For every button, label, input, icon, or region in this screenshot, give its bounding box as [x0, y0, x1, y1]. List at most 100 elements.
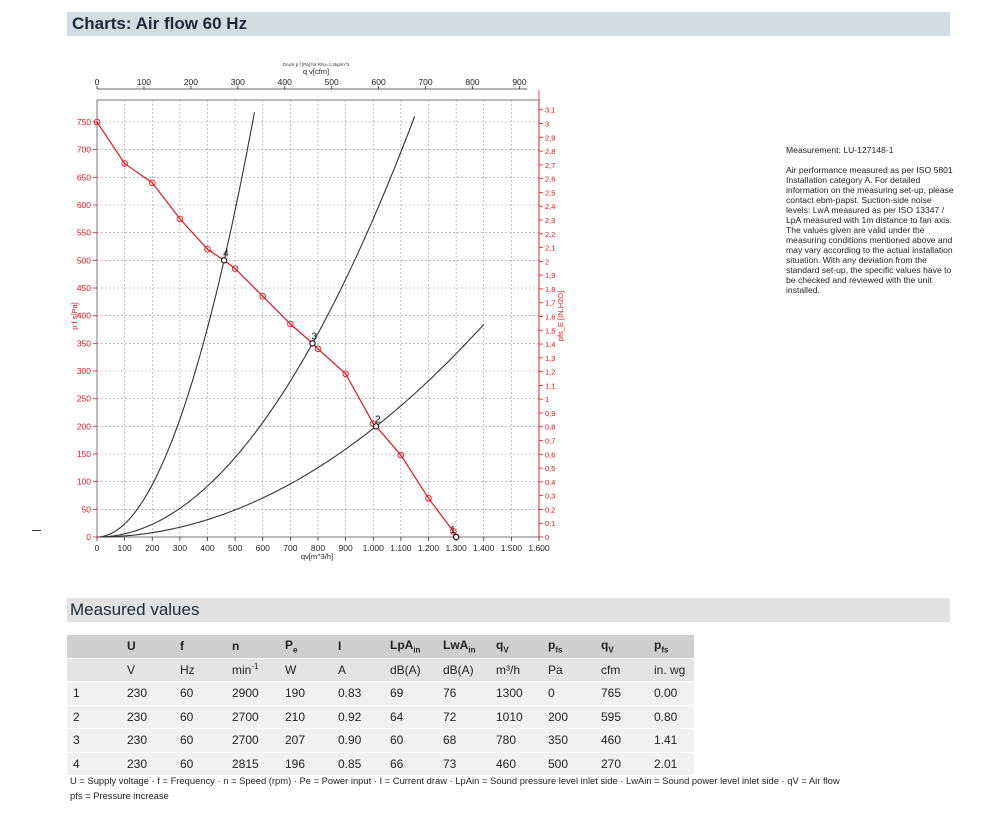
table-cell: 69 — [384, 681, 437, 706]
top-tick-label: 200 — [184, 77, 198, 87]
right-tick-label: 1,8 — [545, 285, 555, 294]
table-cell: m³/h — [490, 658, 542, 682]
table-cell: 595 — [595, 705, 648, 729]
table-cell: 1300 — [490, 681, 542, 706]
table-cell: LwAin — [437, 635, 490, 659]
right-tick-label: 1,5 — [545, 326, 555, 335]
fan-curve-marker — [259, 293, 267, 300]
table-cell: LpAin — [384, 635, 437, 659]
measurement-note: Measurement: LU-127148-1 Air performance… — [786, 145, 954, 295]
x-tick-label: 600 — [256, 543, 270, 553]
table-cell: 2.01 — [648, 752, 694, 776]
fan-curve-marker-dot — [151, 182, 153, 184]
table-cell: V — [121, 658, 174, 682]
fan-curve-marker — [287, 320, 294, 328]
y-tick-label: 750 — [77, 117, 91, 127]
y-tick-label: 500 — [77, 255, 91, 265]
table-cell: in. wg — [648, 658, 694, 682]
measurement-id: Measurement: LU-127148-1 — [786, 145, 894, 155]
measurement-description: Air performance measured as per ISO 5801… — [786, 165, 954, 295]
table-cell: 2700 — [226, 705, 279, 729]
fan-curve-marker-dot — [123, 162, 126, 165]
fan-curve-marker-dot — [179, 218, 181, 220]
right-axis-label: pfs_E [IN.H2O] — [556, 291, 565, 341]
legend-line-1: U = Supply voltage · f = Frequency · n =… — [70, 775, 840, 786]
y-tick-label: 200 — [77, 421, 91, 431]
operating-point-2 — [372, 423, 380, 430]
top-tick-label: 800 — [465, 77, 479, 87]
fan-curve-marker — [204, 246, 211, 253]
table-cell: qV — [490, 635, 542, 659]
table-cell: 0.90 — [332, 728, 384, 753]
x-tick-label: 400 — [200, 543, 214, 553]
table-cell: pfs — [542, 635, 595, 659]
right-tick-label: 2,9 — [545, 133, 555, 142]
table-cell: 73 — [437, 752, 490, 776]
right-tick-label: 2 — [545, 257, 549, 266]
right-tick-label: 1,3 — [545, 354, 555, 363]
charts-section-header: Charts: Air flow 60 Hz — [67, 12, 950, 36]
table-cell: 2 — [67, 705, 121, 729]
y-tick-label: 100 — [77, 477, 91, 487]
table-cell: qV — [595, 635, 648, 659]
table-cell: 765 — [595, 681, 648, 706]
table-cell: 196 — [279, 752, 332, 776]
right-tick-label: 2,7 — [545, 161, 555, 170]
fan-curve-marker — [231, 265, 239, 272]
x-tick-label: 100 — [118, 543, 132, 553]
table-cell: cfm — [595, 658, 648, 682]
table-cell: min-1 — [226, 658, 279, 682]
table-cell: 1 — [67, 681, 121, 706]
fan-curve-marker — [121, 160, 128, 167]
table-cell — [67, 658, 121, 682]
x-tick-label: 0 — [95, 543, 100, 553]
top-tick-label: 700 — [418, 77, 432, 87]
fan-curve-marker-dot — [400, 454, 402, 456]
left-axis-label: p f s[Pa] — [70, 302, 79, 330]
margin-dash — [32, 530, 41, 531]
fan-curve-marker — [93, 118, 101, 126]
fan-curve-marker — [148, 179, 156, 187]
system-curve-3 — [97, 324, 485, 538]
right-tick-label: 0,3 — [545, 492, 555, 501]
fan-curve-marker-dot — [262, 295, 264, 297]
table-cell: W — [279, 658, 332, 682]
air-flow-chart: Druck p f [Pa] für Rho=1,2kg/m^3 q v[cfm… — [70, 62, 565, 561]
operating-point-4 — [220, 257, 228, 264]
right-tick-label: 1,2 — [545, 368, 555, 377]
fan-curve-marker — [314, 345, 322, 353]
right-tick-label: 0,6 — [545, 450, 555, 459]
table-cell: 60 — [174, 752, 226, 776]
operating-point-label: 1 — [450, 525, 456, 536]
y-tick-label: 550 — [77, 228, 91, 238]
y-tick-label: 50 — [82, 504, 92, 514]
right-tick-label: 1,7 — [545, 299, 555, 308]
table-cell: 2700 — [226, 728, 279, 753]
right-tick-label: 3 — [545, 120, 549, 129]
fan-curve-marker-dot — [206, 248, 209, 250]
table-cell: f — [174, 635, 226, 659]
table-row: 1 230 60 2900 190 0.83 69 76 1300 0 765 0.00 — [67, 681, 694, 706]
chart-title: Druck p f [Pa] für Rho=1,2kg/m^3 — [283, 62, 350, 67]
fan-curve-marker-dot — [289, 323, 292, 325]
right-tick-label: 2,2 — [545, 230, 555, 239]
table-legend: U = Supply voltage · f = Frequency · n =… — [70, 773, 970, 803]
right-tick-label: 1,1 — [545, 381, 555, 390]
right-tick-label: 1,6 — [545, 312, 555, 321]
legend-line-2: pfs = Pressure increase — [70, 790, 169, 801]
table-cell: I — [332, 635, 384, 659]
right-tick-label: 1 — [545, 395, 549, 404]
right-tick-label: 0,7 — [545, 437, 555, 446]
table-cell: 350 — [542, 728, 595, 753]
table-cell: U — [121, 635, 174, 659]
table-cell: 1010 — [490, 705, 542, 729]
table-row: 4 230 60 2815 196 0.85 66 73 460 500 270 2.01 — [67, 752, 694, 776]
top-tick-label: 400 — [278, 77, 292, 87]
system-curve-2 — [97, 116, 416, 538]
operating-point-label: 3 — [311, 331, 317, 342]
table-row: 3 230 60 2700 207 0.90 60 68 780 350 460 1.41 — [67, 728, 694, 753]
right-tick-label: 0,9 — [545, 409, 555, 418]
table-cell: 0 — [542, 681, 595, 706]
